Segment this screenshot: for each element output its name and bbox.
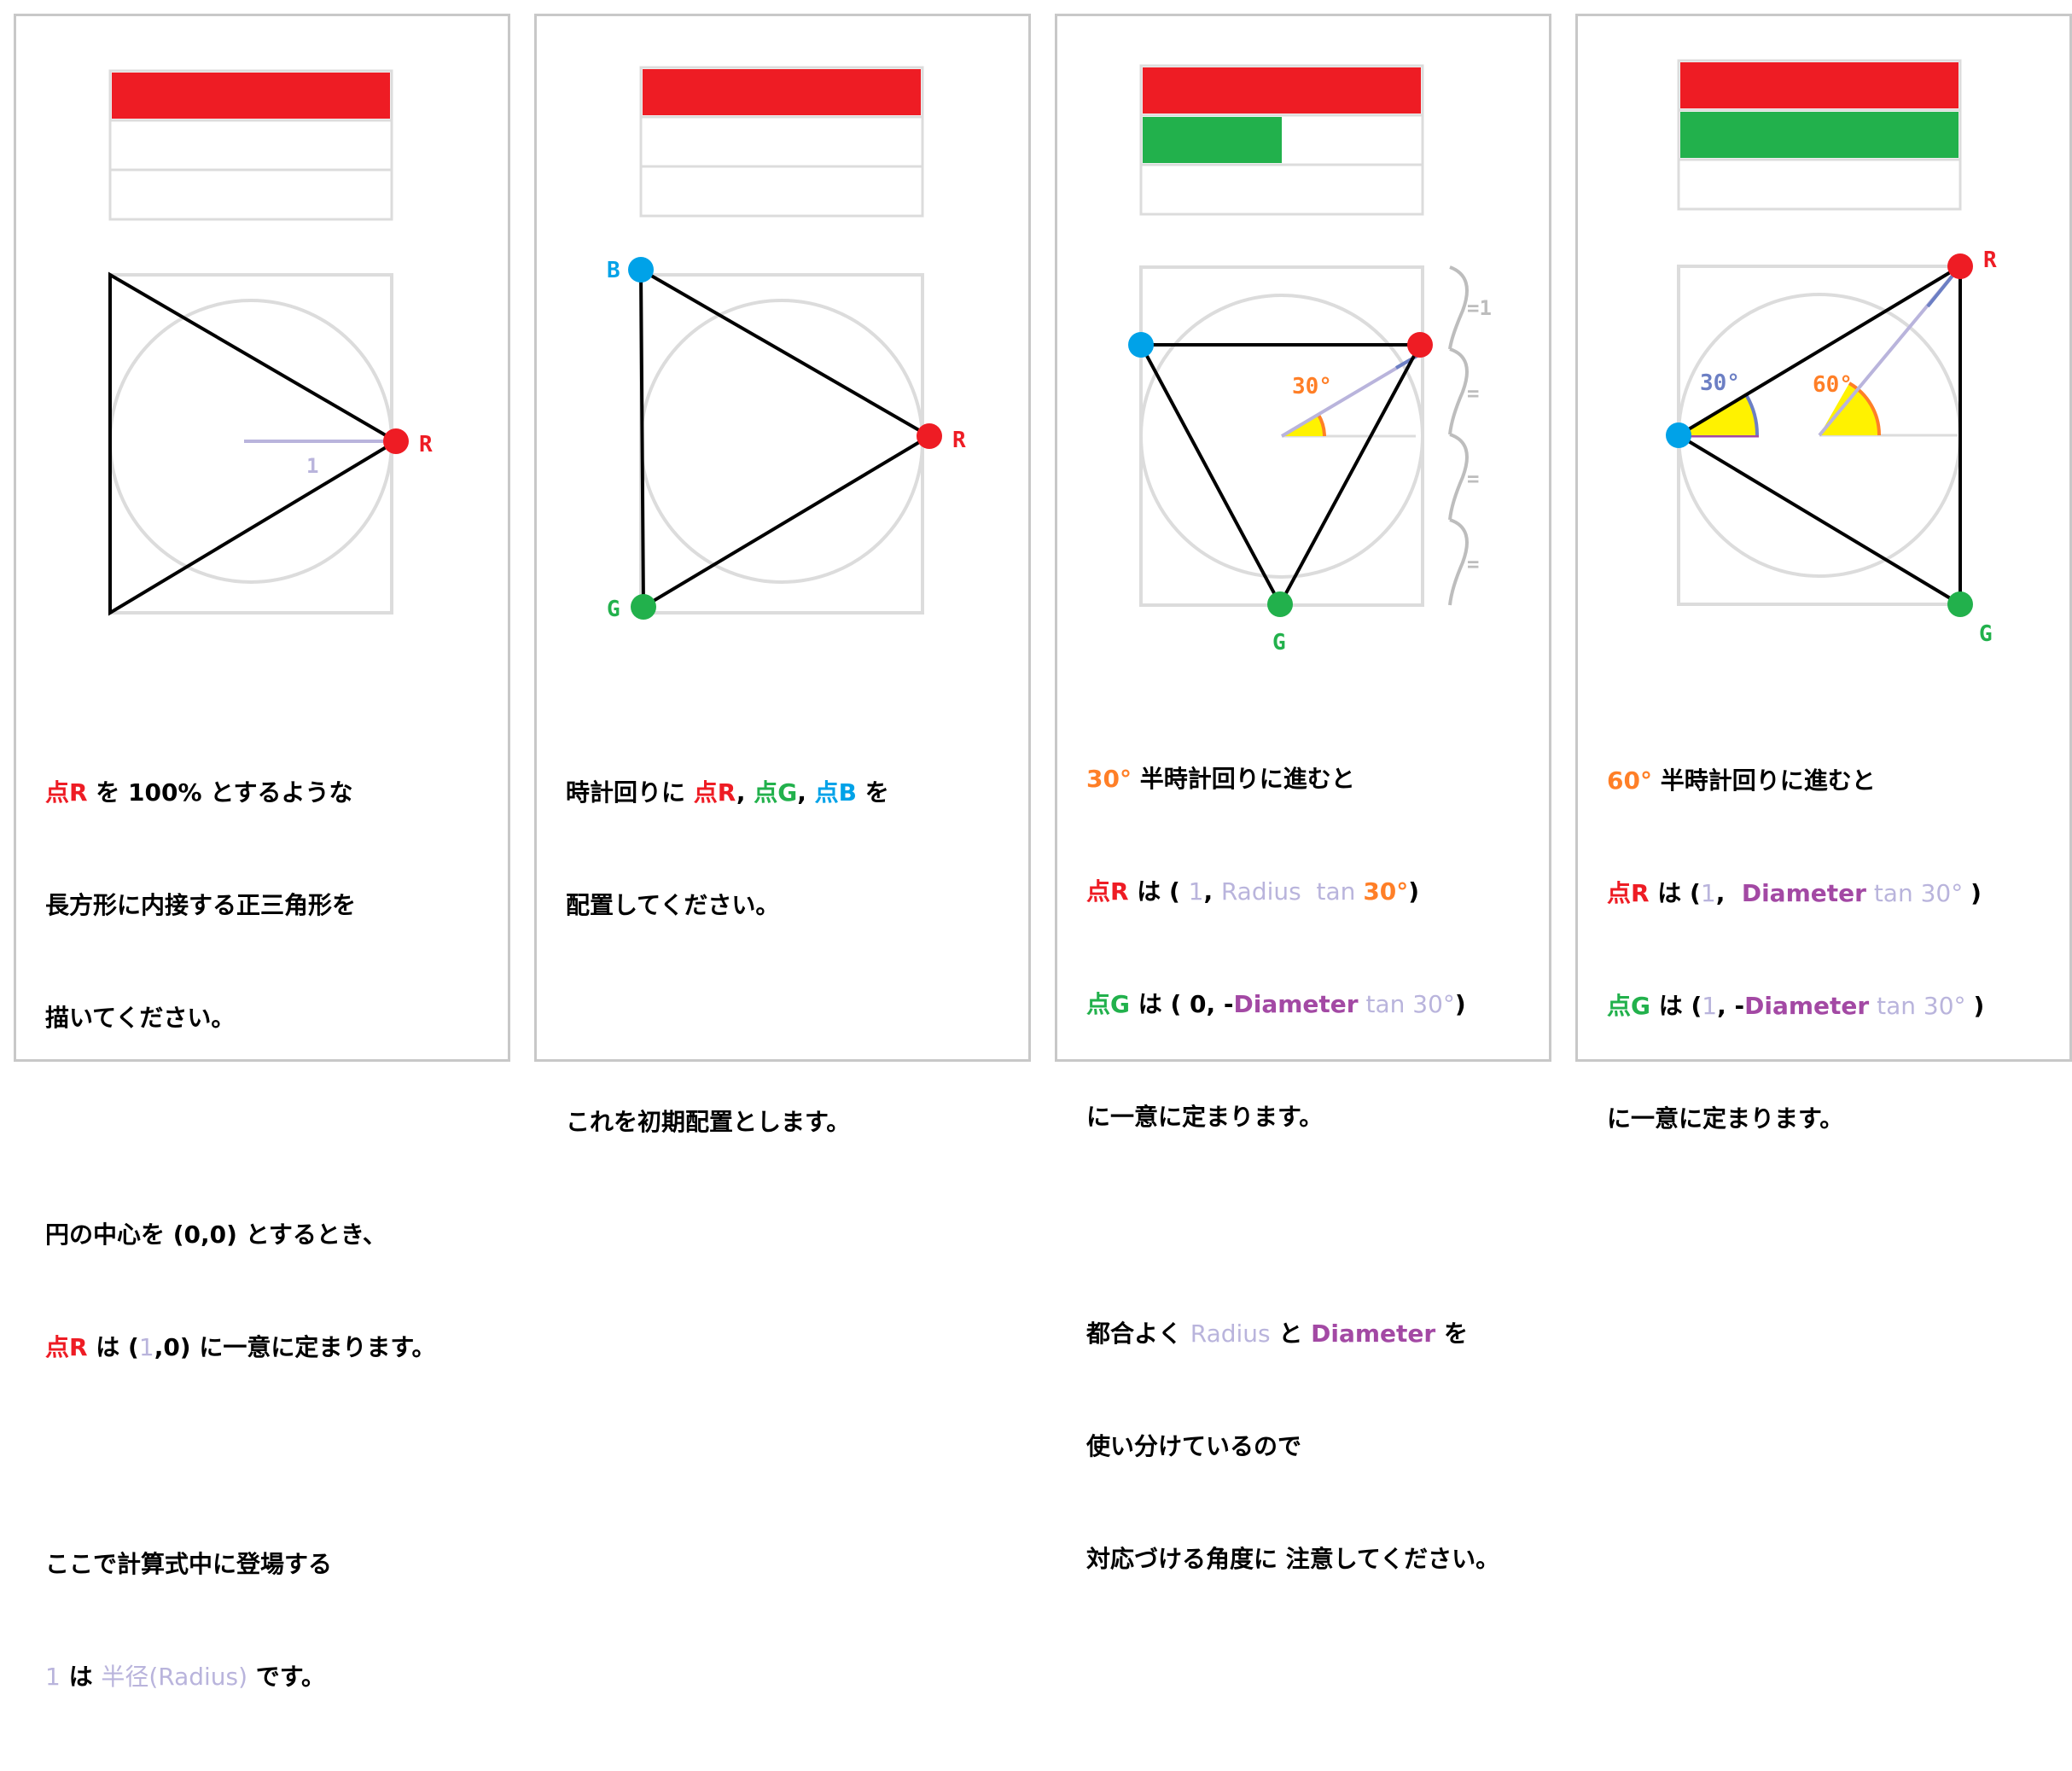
green-progress-bar [1143, 117, 1282, 163]
point-r [383, 428, 409, 454]
red-progress-bar [643, 69, 921, 115]
panel-1-text: 点R を 100% とするような 長方形に内接する正三角形を 描いてください。 … [45, 778, 436, 1691]
angle-arc-60 [1848, 382, 1882, 436]
brace-label-4: = [1467, 552, 1479, 576]
point-r [1407, 332, 1433, 358]
red-progress-bar [112, 73, 390, 119]
panel-1: R 1 点R を 100% とするような 長方形に内接する正三角形を 描いてくだ… [14, 14, 510, 1691]
panel-3-text: 30° 半時計回りに進むと 点R は ( 1, Radius tan 30°) … [1086, 765, 1500, 1573]
equilateral-triangle [1138, 343, 1423, 609]
progress-bars [108, 69, 393, 221]
brace-label-1: =1 [1467, 296, 1492, 320]
angle-label-30: 30° [1700, 370, 1740, 396]
equal-spacing-braces [1448, 265, 1469, 606]
point-b [1666, 422, 1691, 448]
panel-4: R G 30° 60° 60° 半時計回りに進むと 点R は (1, Diame… [1575, 14, 2072, 1133]
triangle-diagram: R 1 [108, 271, 433, 616]
point-g [1267, 591, 1293, 617]
brace-label-3: = [1467, 467, 1479, 491]
point-g [1947, 591, 1973, 617]
progress-bars [639, 66, 924, 218]
panel-3: G 30° =1 = = = 30° 半時計回りに進むと 点R は ( 1, R… [1055, 14, 1551, 1573]
point-r [917, 423, 942, 449]
point-g-label: G [1979, 621, 1993, 647]
progress-bars [1139, 64, 1424, 216]
angle-arc-30 [1745, 395, 1760, 436]
reference-circle [1139, 294, 1424, 579]
point-r-label: R [952, 428, 966, 453]
reference-circle [639, 299, 924, 584]
bounding-rectangle [639, 273, 924, 615]
red-progress-bar [1143, 67, 1421, 114]
point-r-text: 点R [45, 778, 88, 807]
point-b [628, 257, 654, 283]
point-g-label: G [1272, 630, 1286, 655]
equilateral-triangle [1675, 263, 1962, 608]
panel-4-text: 60° 半時計回りに進むと 点R は (1, Diameter tan 30° … [1607, 766, 1985, 1133]
green-progress-bar [1680, 112, 1959, 158]
point-r [1947, 253, 1973, 279]
point-g-label: G [607, 597, 620, 622]
brace-label-2: = [1467, 382, 1479, 405]
point-b [1128, 332, 1154, 358]
angle-label: 30° [1292, 374, 1332, 399]
triangle-diagram: G 30° =1 = = = [1128, 265, 1492, 655]
angle-label-60: 60° [1813, 372, 1853, 398]
panel-2-text: 時計回りに 点R, 点G, 点B を 配置してください。 これを初期配置とします… [566, 778, 889, 1136]
bounding-rectangle [108, 273, 393, 615]
point-r-label: R [419, 432, 433, 457]
red-progress-bar [1680, 62, 1959, 108]
point-g [631, 594, 656, 620]
equilateral-triangle [108, 271, 399, 616]
equilateral-triangle [638, 266, 933, 610]
panel-2: B R G 時計回りに 点R, 点G, 点B を 配置してください。 これを初期… [534, 14, 1031, 1136]
triangle-diagram: R G 30° 60° [1666, 248, 1997, 647]
point-b-label: B [607, 258, 620, 283]
point-r-label: R [1983, 248, 1997, 273]
radius-label: 1 [306, 454, 318, 478]
progress-bars [1677, 59, 1962, 211]
triangle-diagram: B R G [607, 257, 966, 622]
